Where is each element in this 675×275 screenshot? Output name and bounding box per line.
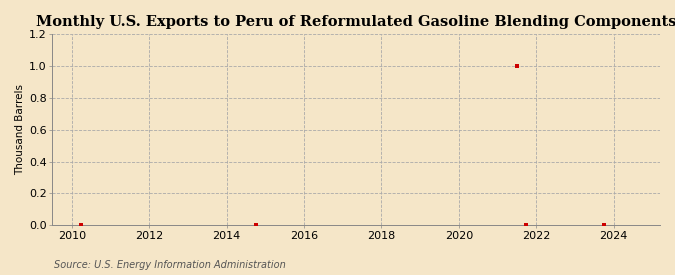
Text: Source: U.S. Energy Information Administration: Source: U.S. Energy Information Administ… — [54, 260, 286, 270]
Title: Monthly U.S. Exports to Peru of Reformulated Gasoline Blending Components: Monthly U.S. Exports to Peru of Reformul… — [36, 15, 675, 29]
Y-axis label: Thousand Barrels: Thousand Barrels — [15, 84, 25, 175]
